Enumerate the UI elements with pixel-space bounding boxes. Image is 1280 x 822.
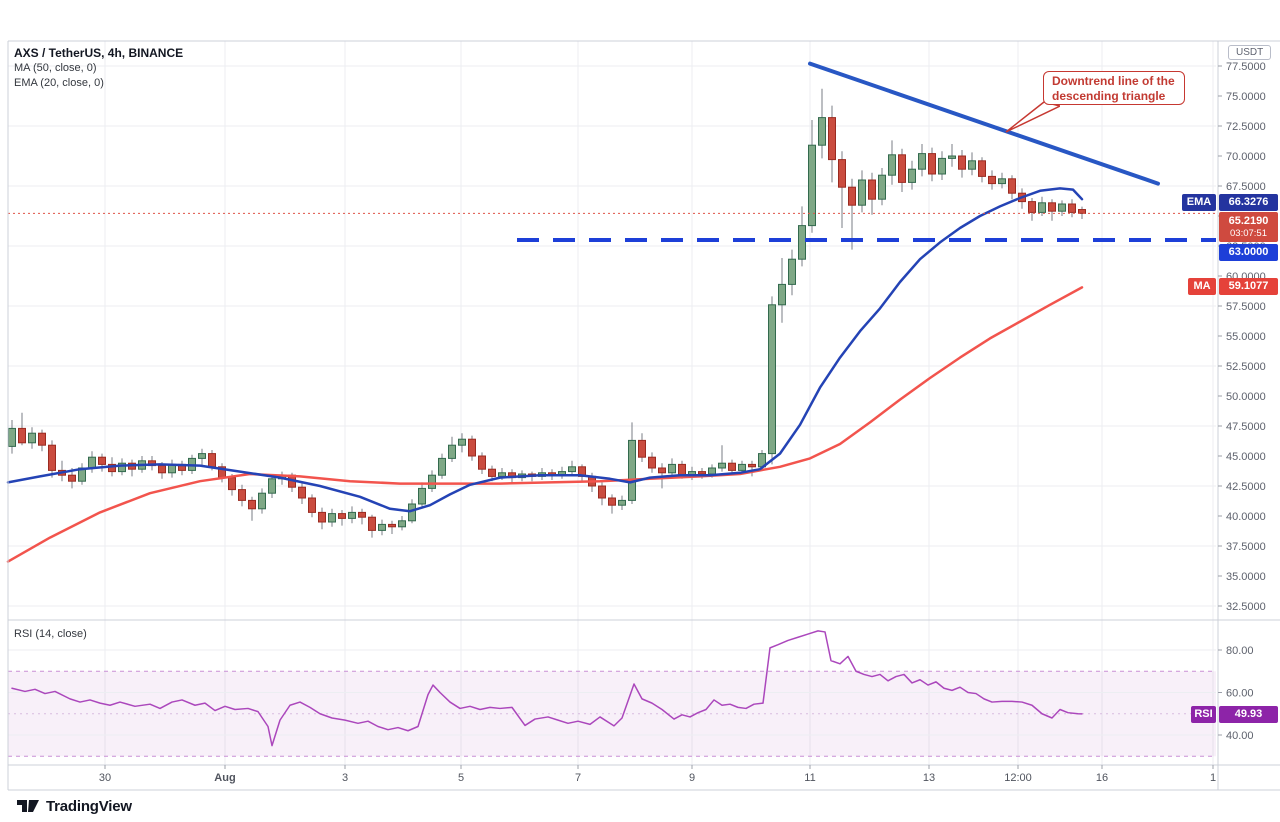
price-scale-currency-button[interactable]: USDT <box>1228 45 1272 60</box>
svg-text:42.5000: 42.5000 <box>1226 481 1266 493</box>
tradingview-logo-icon <box>17 800 39 812</box>
rsi-series-badge: RSI <box>1191 706 1216 723</box>
tradingview-logo[interactable]: TradingView <box>16 796 132 816</box>
ma-series-badge: MA <box>1188 278 1216 295</box>
annotation-note[interactable]: Downtrend line of the descending triangl… <box>1043 71 1185 105</box>
legend-ma-row[interactable]: MA (50, close, 0) <box>14 62 97 74</box>
svg-text:35.0000: 35.0000 <box>1226 571 1266 583</box>
svg-text:1: 1 <box>1210 772 1216 784</box>
ma-axis-value-badge: 59.1077 <box>1219 278 1278 295</box>
legend-symbol-title[interactable]: AXS / TetherUS, 4h, BINANCE <box>14 46 184 60</box>
svg-text:40.00: 40.00 <box>1226 730 1254 742</box>
svg-text:57.5000: 57.5000 <box>1226 301 1266 313</box>
svg-text:40.0000: 40.0000 <box>1226 511 1266 523</box>
annotation-callout-tail <box>1005 101 1060 133</box>
svg-text:72.5000: 72.5000 <box>1226 121 1266 133</box>
svg-text:11: 11 <box>804 772 815 784</box>
ema-series-badge: EMA <box>1182 194 1216 211</box>
svg-text:67.5000: 67.5000 <box>1226 181 1266 193</box>
bar-countdown: 03:07:51 <box>1230 228 1267 239</box>
svg-text:32.5000: 32.5000 <box>1226 601 1266 613</box>
svg-text:Aug: Aug <box>214 772 235 784</box>
rsi-axis-labels: 80.00 60.00 40.00 <box>1218 645 1254 742</box>
annotation-line2: descending triangle <box>1052 89 1166 103</box>
svg-text:77.5000: 77.5000 <box>1226 61 1266 73</box>
pane-borders <box>7 40 1280 791</box>
svg-text:45.0000: 45.0000 <box>1226 451 1266 463</box>
svg-text:60.00: 60.00 <box>1226 688 1254 700</box>
downtrend-line[interactable] <box>808 61 1160 186</box>
svg-text:50.0000: 50.0000 <box>1226 391 1266 403</box>
ema20-line <box>6 187 1084 513</box>
legend-ema-row[interactable]: EMA (20, close, 0) <box>14 77 104 89</box>
svg-text:7: 7 <box>575 772 581 784</box>
svg-text:52.5000: 52.5000 <box>1226 361 1266 373</box>
rsi-pane-legend[interactable]: RSI (14, close) <box>14 628 87 640</box>
svg-text:30: 30 <box>99 772 111 784</box>
svg-text:3: 3 <box>342 772 348 784</box>
rsi-band <box>8 649 1216 757</box>
level-line-axis-badge: 63.0000 <box>1219 244 1278 261</box>
time-axis-labels: 30 Aug 3 5 7 9 11 13 12:00 16 1 <box>99 765 1216 784</box>
svg-text:80.00: 80.00 <box>1226 645 1254 657</box>
svg-text:37.5000: 37.5000 <box>1226 541 1266 553</box>
svg-text:16: 16 <box>1096 772 1108 784</box>
current-price-axis-badge: 65.2190 03:07:51 <box>1219 212 1278 242</box>
current-price-value: 65.2190 <box>1228 215 1269 227</box>
svg-text:13: 13 <box>923 772 935 784</box>
main-pane-legend[interactable]: AXS / TetherUS, 4h, BINANCE MA (50, clos… <box>14 45 183 91</box>
svg-text:75.0000: 75.0000 <box>1226 91 1266 103</box>
svg-text:12:00: 12:00 <box>1004 772 1032 784</box>
svg-text:55.0000: 55.0000 <box>1226 331 1266 343</box>
svg-text:5: 5 <box>458 772 464 784</box>
ema-axis-value-badge: 66.3276 <box>1219 194 1278 211</box>
annotation-line1: Downtrend line of the <box>1052 74 1175 88</box>
rsi-axis-value-badge: 49.93 <box>1219 706 1278 723</box>
tradingview-logo-text: TradingView <box>46 797 132 815</box>
svg-text:70.0000: 70.0000 <box>1226 151 1266 163</box>
rsi-line <box>11 630 1083 747</box>
svg-text:47.5000: 47.5000 <box>1226 421 1266 433</box>
candles <box>8 88 1086 538</box>
svg-text:9: 9 <box>689 772 695 784</box>
